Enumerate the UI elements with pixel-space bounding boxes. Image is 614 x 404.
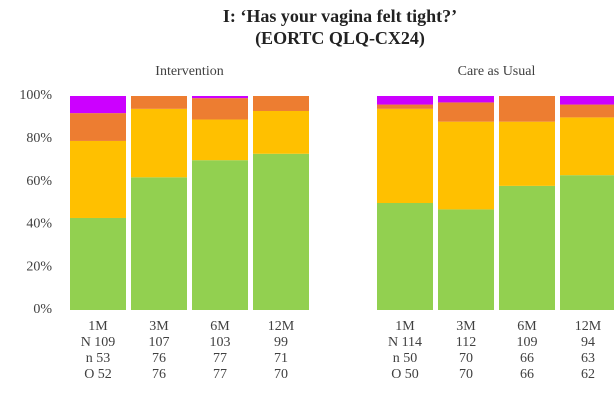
x-tick-label: 99 bbox=[274, 335, 288, 350]
x-tick-label: 94 bbox=[581, 335, 595, 350]
x-tick-label: 103 bbox=[210, 335, 231, 350]
bar-segment bbox=[377, 108, 433, 203]
group-label: Care as Usual bbox=[458, 64, 536, 79]
bar-segment bbox=[131, 108, 187, 178]
bar-segment bbox=[70, 113, 126, 141]
bar-segment bbox=[70, 217, 126, 310]
x-tick-label: 66 bbox=[520, 367, 534, 382]
x-tick-label: 12M bbox=[268, 319, 295, 334]
bar-segment bbox=[131, 177, 187, 310]
x-tick-label: 62 bbox=[581, 367, 595, 382]
group-label: Intervention bbox=[155, 64, 223, 79]
bar-segment bbox=[560, 104, 614, 118]
x-tick-label: 76 bbox=[152, 367, 166, 382]
bar-segment bbox=[499, 96, 555, 122]
bar-segment bbox=[377, 203, 433, 310]
x-tick-label: 66 bbox=[520, 351, 534, 366]
x-tick-label: n 53 bbox=[86, 351, 111, 366]
x-tick-label: 12M bbox=[575, 319, 602, 334]
bar-segment bbox=[438, 96, 494, 103]
bar-segment bbox=[438, 209, 494, 310]
x-tick-label: n 50 bbox=[393, 351, 418, 366]
y-tick-label: 100% bbox=[19, 88, 52, 103]
x-tick-label: 77 bbox=[213, 351, 227, 366]
bar-segment bbox=[438, 102, 494, 122]
bar-segment bbox=[192, 98, 248, 120]
x-tick-label: 63 bbox=[581, 351, 595, 366]
bar-segment bbox=[499, 121, 555, 186]
x-tick-label: N 109 bbox=[81, 335, 116, 350]
bar-segment bbox=[499, 185, 555, 310]
chart-title: (EORTC QLQ-CX24) bbox=[255, 28, 425, 49]
bar-segment bbox=[438, 121, 494, 210]
x-tick-label: 109 bbox=[517, 335, 538, 350]
x-tick-label: 76 bbox=[152, 351, 166, 366]
x-tick-label: 1M bbox=[88, 319, 108, 334]
bar-segment bbox=[70, 140, 126, 218]
chart-title: I: ‘Has your vagina felt tight?’ bbox=[223, 6, 457, 26]
x-tick-label: 3M bbox=[456, 319, 476, 334]
bar-segment bbox=[192, 119, 248, 161]
bar-segment bbox=[131, 96, 187, 109]
x-tick-label: 6M bbox=[210, 319, 230, 334]
x-tick-label: 71 bbox=[274, 351, 288, 366]
bar-segment bbox=[70, 96, 126, 114]
x-tick-label: 70 bbox=[459, 351, 473, 366]
y-tick-label: 60% bbox=[26, 174, 52, 189]
y-tick-label: 0% bbox=[33, 302, 52, 317]
bar-segment bbox=[253, 110, 309, 154]
bar-segment bbox=[253, 96, 309, 111]
bar-segment bbox=[377, 96, 433, 105]
x-tick-label: 112 bbox=[456, 335, 476, 350]
bar-segment bbox=[192, 96, 248, 99]
x-tick-label: N 114 bbox=[388, 335, 422, 350]
x-tick-label: 70 bbox=[459, 367, 473, 382]
y-tick-label: 20% bbox=[26, 259, 52, 274]
x-tick-label: O 50 bbox=[391, 367, 419, 382]
bar-segment bbox=[377, 104, 433, 109]
x-tick-label: 77 bbox=[213, 367, 227, 382]
bar-segment bbox=[253, 153, 309, 310]
y-tick-label: 40% bbox=[26, 217, 52, 232]
x-tick-label: O 52 bbox=[84, 367, 112, 382]
bar-segment bbox=[560, 175, 614, 310]
bar-segment bbox=[560, 96, 614, 105]
x-tick-label: 3M bbox=[149, 319, 169, 334]
x-tick-label: 6M bbox=[517, 319, 537, 334]
bar-segment bbox=[560, 117, 614, 176]
y-tick-label: 80% bbox=[26, 131, 52, 146]
x-tick-label: 1M bbox=[395, 319, 415, 334]
bar-segment bbox=[192, 160, 248, 310]
x-tick-label: 107 bbox=[149, 335, 170, 350]
x-tick-label: 70 bbox=[274, 367, 288, 382]
